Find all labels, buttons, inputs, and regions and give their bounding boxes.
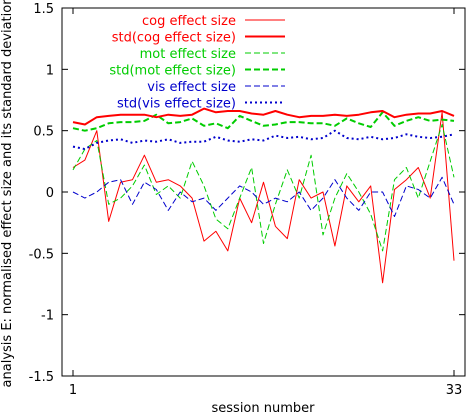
y-tick-label: -1.5 xyxy=(29,370,54,385)
legend-label: mot effect size xyxy=(140,47,236,62)
series-line xyxy=(72,111,455,132)
legend-label: std(mot effect size) xyxy=(109,64,236,79)
y-tick-label: 1 xyxy=(46,63,54,78)
legend-label: std(vis effect size) xyxy=(117,97,236,112)
legend: cog effect size std(cog effect size)mot e… xyxy=(109,14,285,112)
y-tick-label: -0.5 xyxy=(29,247,54,262)
legend-label: vis effect size xyxy=(147,80,236,95)
x-tick-label: 33 xyxy=(446,383,463,398)
y-axis-title: analysis E: normalised effect size and i… xyxy=(0,0,15,387)
legend-label: std(cog effect size) xyxy=(112,31,236,46)
y-tick-label: 0 xyxy=(46,186,54,201)
y-tick-label: 1.5 xyxy=(33,2,54,17)
series-line xyxy=(72,124,455,252)
series-layer xyxy=(72,107,455,284)
y-tick-label: -1 xyxy=(41,309,54,324)
series-line xyxy=(72,107,455,126)
x-tick-label: 1 xyxy=(69,383,77,398)
series-line xyxy=(72,129,455,151)
x-axis-title: session number xyxy=(212,401,316,416)
legend-label: cog effect size xyxy=(142,14,236,29)
series-line xyxy=(72,111,455,284)
axis-ticks: -1.5 -1 -0.5 0 0.5 1 1.5 1 33 xyxy=(29,2,465,398)
series-line xyxy=(72,176,455,217)
y-tick-label: 0.5 xyxy=(33,125,54,140)
